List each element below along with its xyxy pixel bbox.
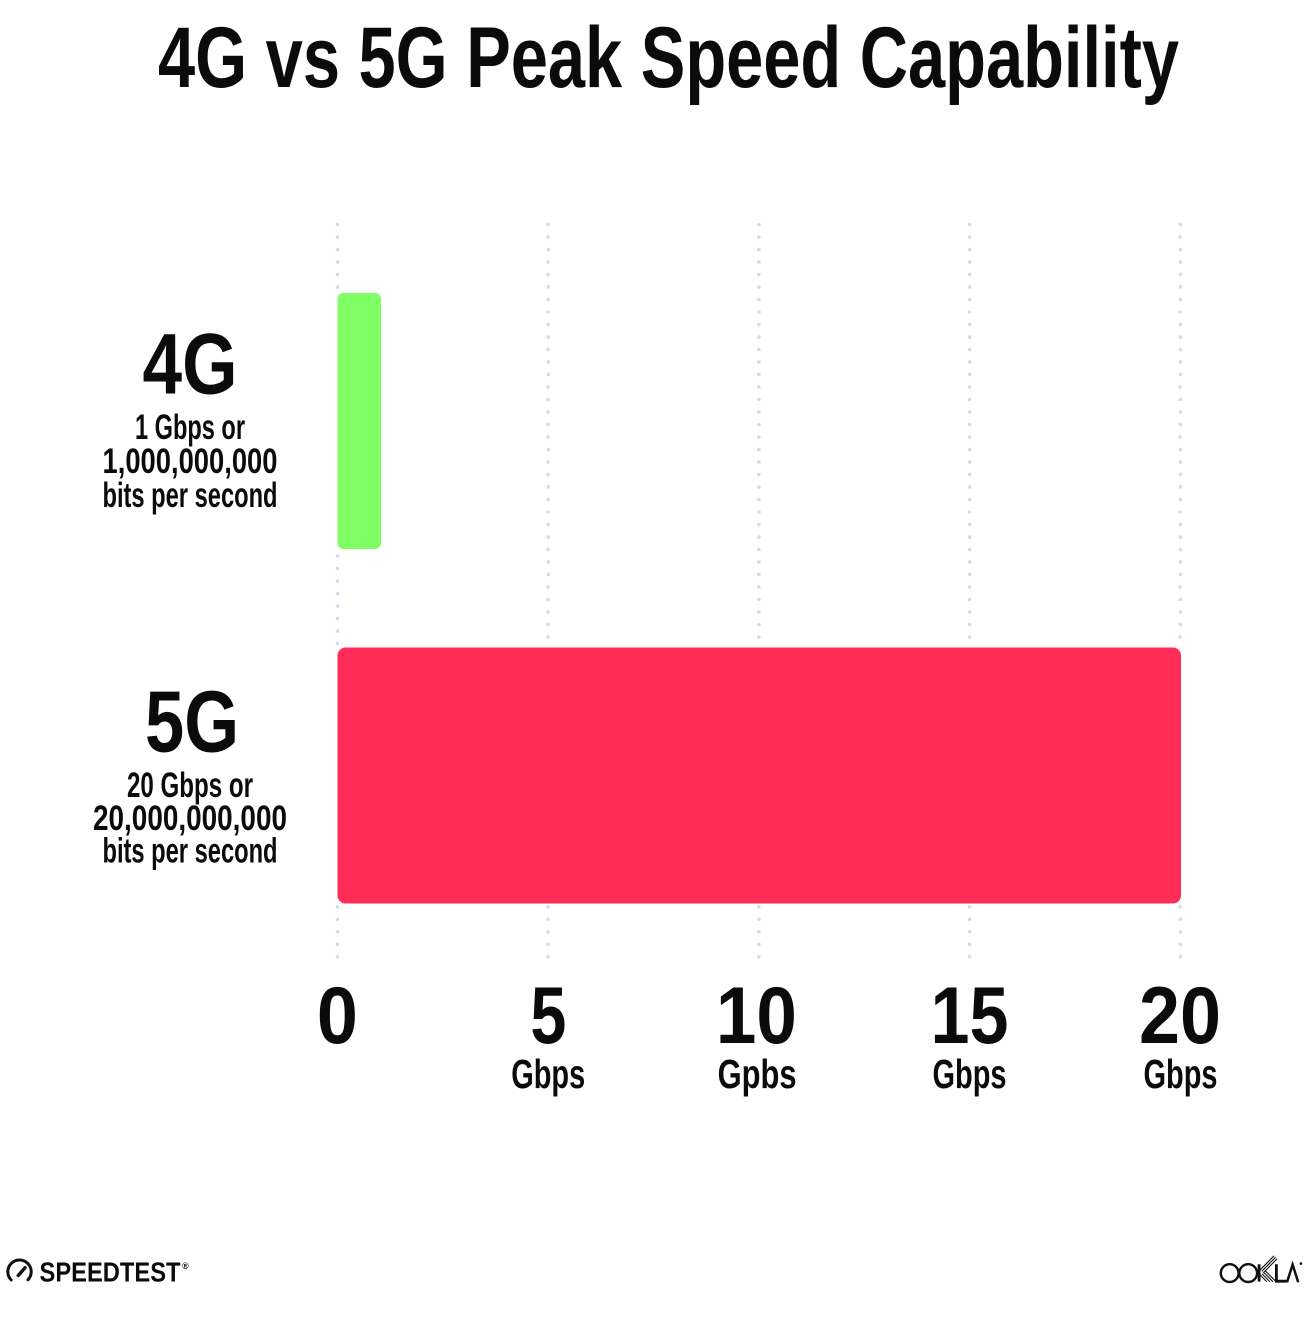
svg-text:Gbps: Gbps [511, 1051, 585, 1097]
svg-text:Gbps: Gbps [933, 1051, 1007, 1097]
svg-text:4G vs 5G Peak Speed Capability: 4G vs 5G Peak Speed Capability [158, 10, 1179, 106]
svg-text:20 Gbps or: 20 Gbps or [127, 766, 253, 805]
svg-text:5: 5 [530, 971, 566, 1061]
svg-text:20: 20 [1139, 971, 1221, 1061]
svg-text:1,000,000,000: 1,000,000,000 [103, 442, 278, 481]
svg-text:15: 15 [931, 971, 1009, 1061]
svg-text:20,000,000,000: 20,000,000,000 [93, 799, 287, 838]
svg-text:SPEEDTEST: SPEEDTEST [40, 1257, 181, 1288]
svg-text:10: 10 [716, 971, 797, 1061]
svg-text:Gbps: Gbps [1144, 1051, 1218, 1097]
svg-text:1 Gbps or: 1 Gbps or [135, 408, 245, 447]
svg-text:5G: 5G [145, 674, 239, 771]
svg-text:Gpbs: Gpbs [718, 1051, 797, 1097]
svg-text:bits per second: bits per second [103, 476, 278, 515]
svg-text:®: ® [182, 1261, 189, 1271]
svg-text:0: 0 [317, 971, 358, 1061]
svg-text:bits per second: bits per second [103, 832, 278, 871]
svg-text:4G: 4G [143, 317, 238, 413]
